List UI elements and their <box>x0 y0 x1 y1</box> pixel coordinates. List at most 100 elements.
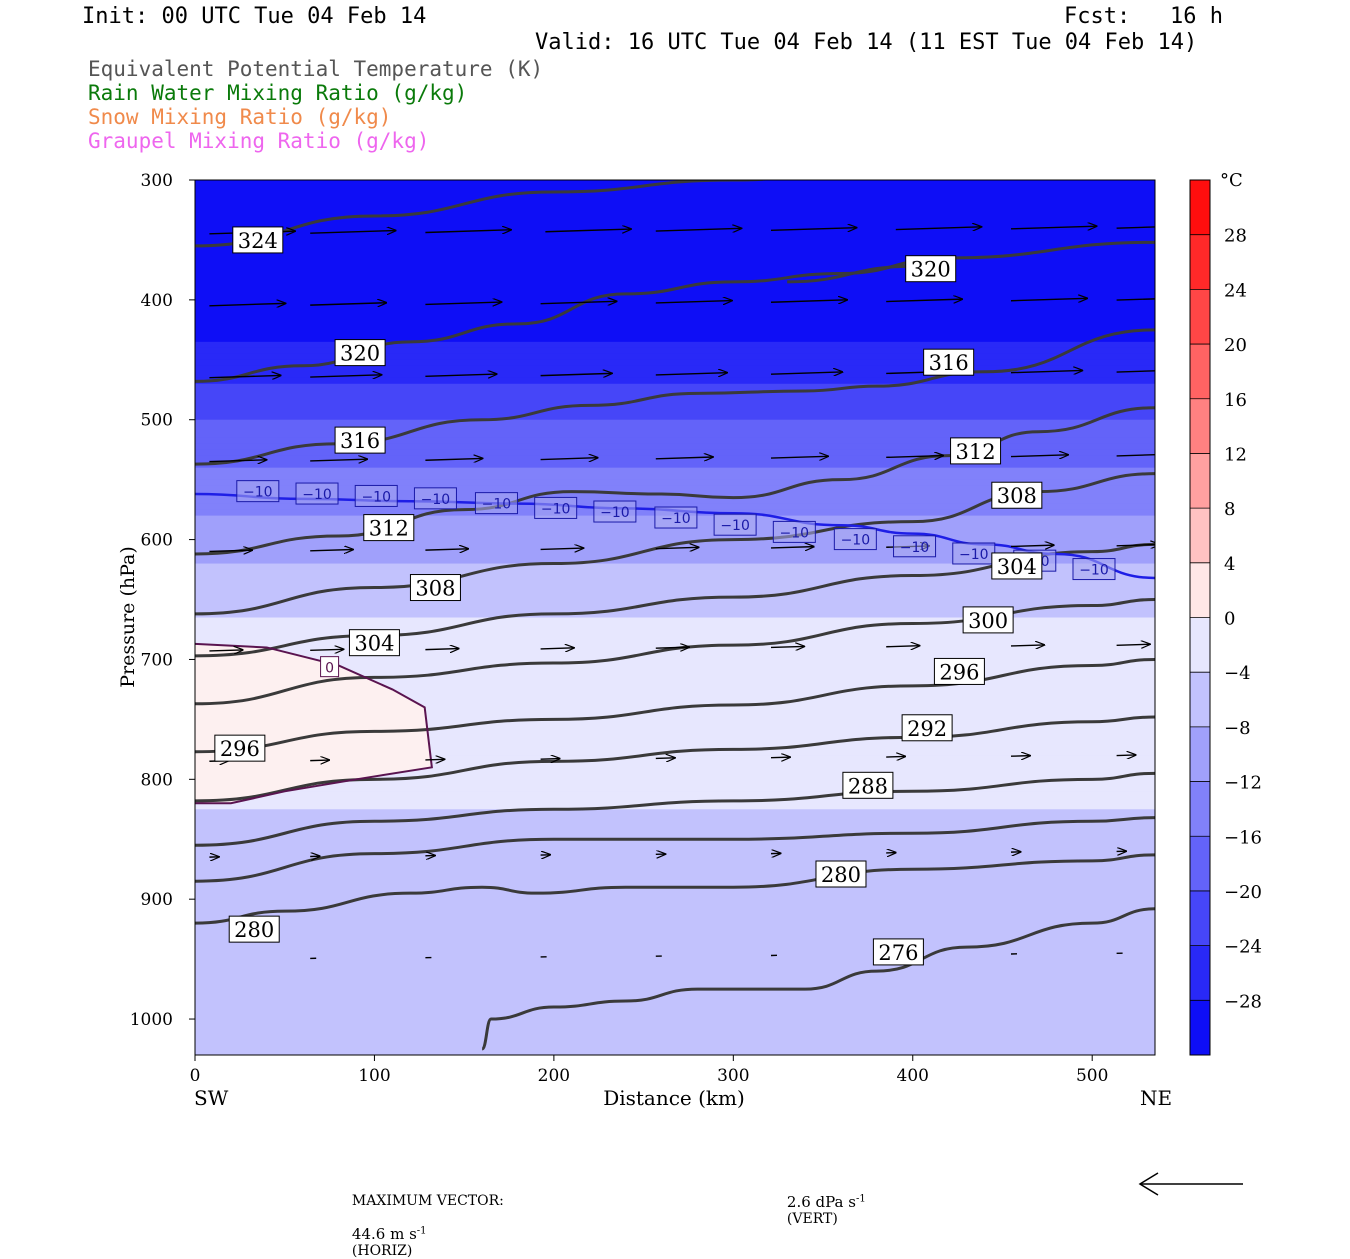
colorbar-tick-label: −16 <box>1224 827 1262 848</box>
shade-band <box>195 827 1155 834</box>
shade-band <box>195 785 1155 792</box>
y-tick-label: 500 <box>141 411 173 431</box>
wind-arrow <box>310 760 329 761</box>
shade-band <box>195 240 1155 247</box>
theta-e-label-316: 316 <box>340 429 380 453</box>
colorbar-swatch <box>1190 453 1210 508</box>
wind-arrow <box>1011 756 1030 757</box>
shade-band <box>195 791 1155 798</box>
shade-band <box>195 845 1155 852</box>
shade-band <box>195 1025 1155 1032</box>
shade-band <box>195 198 1155 205</box>
minus-ten-label: −10 <box>482 497 512 513</box>
shade-band <box>195 210 1155 217</box>
shade-band <box>195 264 1155 271</box>
minus-ten-label: −10 <box>361 489 391 505</box>
colorbar-swatch <box>1190 782 1210 837</box>
theta-e-label-304: 304 <box>997 555 1037 579</box>
minus-ten-label: −10 <box>841 533 871 549</box>
wind-arrow <box>886 756 905 757</box>
theta-e-label-296: 296 <box>939 660 979 684</box>
shade-band <box>195 917 1155 924</box>
shade-band <box>195 402 1155 409</box>
minus-ten-label: −10 <box>720 518 750 534</box>
x-tick-label: 0 <box>190 1066 201 1086</box>
shade-band <box>195 300 1155 307</box>
y-axis-title: Pressure (hPa) <box>117 546 139 688</box>
minus-ten-label: −10 <box>421 492 451 508</box>
y-tick-label: 400 <box>141 291 173 311</box>
shade-band <box>195 953 1155 960</box>
shade-band <box>195 312 1155 319</box>
shade-band <box>195 474 1155 481</box>
minus-ten-label: −10 <box>302 487 332 503</box>
y-tick-label: 800 <box>141 770 173 790</box>
shade-band <box>195 1001 1155 1008</box>
shade-band <box>195 995 1155 1002</box>
shade-band <box>195 815 1155 822</box>
wind-arrow <box>1117 755 1136 756</box>
shade-band <box>195 959 1155 966</box>
y-tick-label: 900 <box>141 890 173 910</box>
wind-arrow <box>425 759 444 760</box>
colorbar-tick-label: 8 <box>1224 499 1235 520</box>
theta-e-label-320: 320 <box>340 342 380 366</box>
x-tick-label: 200 <box>538 1066 570 1086</box>
minus-ten-label: −10 <box>780 525 810 541</box>
colorbar-swatch <box>1190 344 1210 399</box>
shade-band <box>195 468 1155 475</box>
colorbar-tick-label: 24 <box>1224 280 1247 301</box>
colorbar-tick-label: −24 <box>1224 937 1262 958</box>
shade-band <box>195 923 1155 930</box>
colorbar-swatch <box>1190 508 1210 563</box>
shade-band <box>195 222 1155 229</box>
shade-band <box>195 408 1155 415</box>
y-tick-label: 600 <box>141 531 173 551</box>
shade-band <box>195 1019 1155 1026</box>
colorbar-swatch <box>1190 946 1210 1001</box>
shade-band <box>195 294 1155 301</box>
minus-ten-label: −10 <box>661 511 691 527</box>
shade-band <box>195 204 1155 211</box>
vert-vector-caption: 2.6 dPa s-1 (VERT) <box>778 1177 866 1227</box>
ne-label: NE <box>1140 1086 1172 1110</box>
cross-section-chart: −10−10−10−10−10−10−10−10−10−10−10−10−10−… <box>0 0 1350 1200</box>
theta-e-label-296: 296 <box>220 737 260 761</box>
shade-band <box>195 258 1155 265</box>
colorbar-tick-label: 20 <box>1224 335 1247 356</box>
horiz-unit: (HORIZ) <box>352 1243 412 1259</box>
colorbar-tick-label: −8 <box>1224 718 1251 739</box>
shade-band <box>195 228 1155 235</box>
theta-e-label-292: 292 <box>907 717 947 741</box>
colorbar-swatch <box>1190 1000 1210 1055</box>
shade-band <box>195 965 1155 972</box>
max-vector-caption: MAXIMUM VECTOR: 44.6 m s-1 (HORIZ) <box>343 1177 504 1259</box>
theta-e-label-300: 300 <box>968 609 1008 633</box>
colorbar-swatch <box>1190 563 1210 618</box>
shade-band <box>195 306 1155 313</box>
colorbar-tick-label: −20 <box>1224 882 1262 903</box>
shade-band <box>195 977 1155 984</box>
minus-ten-label: −10 <box>1079 563 1109 579</box>
minus-ten-label: −10 <box>600 505 630 521</box>
sw-label: SW <box>194 1086 229 1110</box>
shade-band <box>195 324 1155 331</box>
shade-band <box>195 1037 1155 1044</box>
colorbar-swatch <box>1190 180 1210 235</box>
shade-band <box>195 1043 1155 1050</box>
colorbar-tick-label: −12 <box>1224 773 1262 794</box>
theta-e-label-304: 304 <box>354 632 394 656</box>
minus-ten-label: −10 <box>900 540 930 556</box>
colorbar-tick-label: 4 <box>1224 554 1235 575</box>
zero-label: 0 <box>325 661 334 677</box>
colorbar-tick-label: 12 <box>1224 444 1247 465</box>
horiz-vector-value: 44.6 m s <box>352 1225 417 1243</box>
shade-band <box>195 330 1155 337</box>
y-tick-label: 300 <box>141 171 173 191</box>
x-axis-title: Distance (km) <box>603 1086 745 1110</box>
shade-band <box>195 276 1155 283</box>
minus-ten-label: −10 <box>243 485 273 501</box>
theta-e-label-280: 280 <box>821 863 861 887</box>
shade-band <box>195 809 1155 816</box>
shade-band <box>195 456 1155 463</box>
